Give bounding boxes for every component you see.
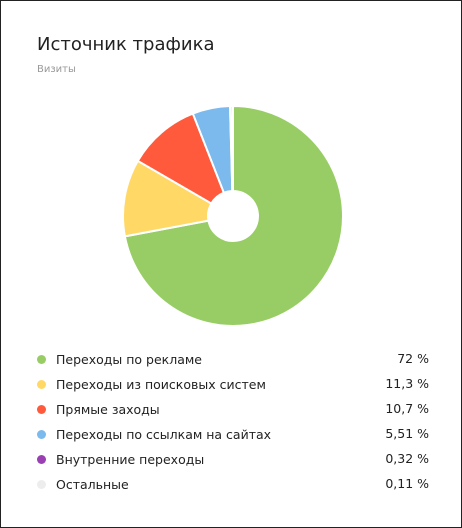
donut-chart bbox=[122, 105, 344, 327]
legend-label: Переходы из поисковых систем bbox=[56, 376, 266, 392]
pie-slice[interactable] bbox=[123, 105, 344, 327]
legend-value: 0,32 % bbox=[385, 451, 429, 466]
legend-item[interactable]: Переходы из поисковых систем 11,3 % bbox=[35, 372, 431, 397]
legend-value: 72 % bbox=[397, 351, 429, 366]
legend-value: 5,51 % bbox=[385, 426, 429, 441]
legend-dot-icon bbox=[37, 405, 46, 414]
legend-value: 0,11 % bbox=[385, 476, 429, 491]
legend-item[interactable]: Переходы по рекламе 72 % bbox=[35, 347, 431, 372]
legend-item[interactable]: Прямые заходы 10,7 % bbox=[35, 397, 431, 422]
legend-dot-icon bbox=[37, 355, 46, 364]
widget-subtitle: Визиты bbox=[37, 64, 76, 75]
chart-legend: Переходы по рекламе 72 % Переходы из поиск… bbox=[35, 347, 431, 497]
legend-label: Остальные bbox=[56, 476, 129, 492]
legend-dot-icon bbox=[37, 455, 46, 464]
legend-item[interactable]: Переходы по ссылкам на сайтах 5,51 % bbox=[35, 422, 431, 447]
legend-dot-icon bbox=[37, 430, 46, 439]
legend-label: Переходы по ссылкам на сайтах bbox=[56, 426, 272, 442]
legend-item[interactable]: Внутренние переходы 0,32 % bbox=[35, 447, 431, 472]
legend-value: 10,7 % bbox=[385, 401, 429, 416]
legend-value: 11,3 % bbox=[385, 376, 429, 391]
legend-item[interactable]: Остальные 0,11 % bbox=[35, 472, 431, 497]
widget-title: Источник трафика bbox=[37, 34, 215, 55]
legend-dot-icon bbox=[37, 480, 46, 489]
legend-label: Прямые заходы bbox=[56, 401, 160, 417]
legend-dot-icon bbox=[37, 380, 46, 389]
pie-slice[interactable] bbox=[231, 105, 234, 193]
legend-label: Внутренние переходы bbox=[56, 451, 205, 467]
legend-label: Переходы по рекламе bbox=[56, 351, 202, 367]
